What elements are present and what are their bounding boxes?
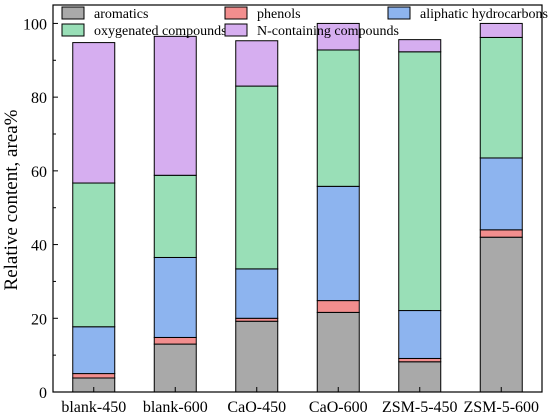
y-tick-label: 80: [31, 90, 47, 107]
bar-segment-6-series-2: [479, 229, 523, 238]
bar-segment-4-series-4: [316, 49, 360, 187]
x-tick-label-2: blank-600: [143, 399, 208, 416]
x-tick-label-1: blank-450: [61, 399, 126, 416]
bar-segment-2-series-2: [153, 336, 197, 345]
legend-swatch-5: [224, 23, 248, 37]
bar-segment-1-series-2: [72, 373, 116, 379]
bar-segment-1-series-5: [72, 42, 116, 184]
bar-segment-2-series-4: [153, 174, 197, 258]
bar-segment-6-series-5: [479, 22, 523, 38]
legend-label-1: aromatics: [94, 7, 148, 22]
bar-segment-4-series-3: [316, 185, 360, 302]
bar-segment-1-series-3: [72, 326, 116, 375]
bar-segment-5-series-3: [398, 310, 442, 359]
bar-segment-4-series-2: [316, 300, 360, 313]
bar-segment-3-series-1: [235, 320, 279, 393]
y-tick-label: 0: [39, 385, 47, 402]
bar-segment-1-series-4: [72, 182, 116, 328]
x-tick-label-4: CaO-600: [309, 399, 368, 416]
legend-swatch-2: [224, 6, 248, 20]
y-tick-label: 60: [31, 164, 47, 181]
axes-layer: 0 20 40 60 80 100 blank-450 blank-600 CaO-450 CaO…: [23, 4, 543, 416]
bar-segment-5-series-4: [398, 51, 442, 312]
bar-segment-3-series-5: [235, 40, 279, 87]
bars-layer: [72, 22, 523, 393]
y-tick-label: 20: [31, 311, 47, 328]
bar-segment-4-series-1: [316, 311, 360, 393]
legend-label-4: oxygenated compounds: [94, 24, 227, 39]
bar-segment-5-series-5: [398, 39, 442, 53]
bar-segment-6-series-4: [479, 36, 523, 159]
x-tick-label-6: ZSM-5-600: [463, 399, 539, 416]
bar-segment-3-series-3: [235, 268, 279, 319]
y-tick-label: 40: [31, 238, 47, 255]
legend-label-2: phenols: [257, 7, 301, 22]
legend-swatch-3: [387, 6, 411, 20]
legend-swatch-1: [61, 6, 85, 20]
legend-swatch-4: [61, 23, 85, 37]
x-tick-label-5: ZSM-5-450: [382, 399, 458, 416]
legend: aromatics phenols aliphatic hydrocarbons ox…: [61, 6, 548, 39]
bar-segment-3-series-4: [235, 85, 279, 270]
y-axis-title: Relative content, area%: [1, 109, 22, 290]
bar-segment-4-series-5: [316, 22, 360, 51]
y-tick-label: 100: [23, 16, 47, 33]
legend-label-5: N-containing compounds: [257, 24, 399, 39]
bar-segment-2-series-1: [153, 343, 197, 393]
legend-label-3: aliphatic hydrocarbons: [420, 7, 548, 22]
x-tick-label-3: CaO-450: [227, 399, 286, 416]
plot-frame: [52, 4, 543, 393]
bar-segment-2-series-5: [153, 35, 197, 176]
bar-segment-6-series-3: [479, 157, 523, 231]
bar-segment-6-series-1: [479, 236, 523, 393]
bar-segment-2-series-3: [153, 256, 197, 338]
